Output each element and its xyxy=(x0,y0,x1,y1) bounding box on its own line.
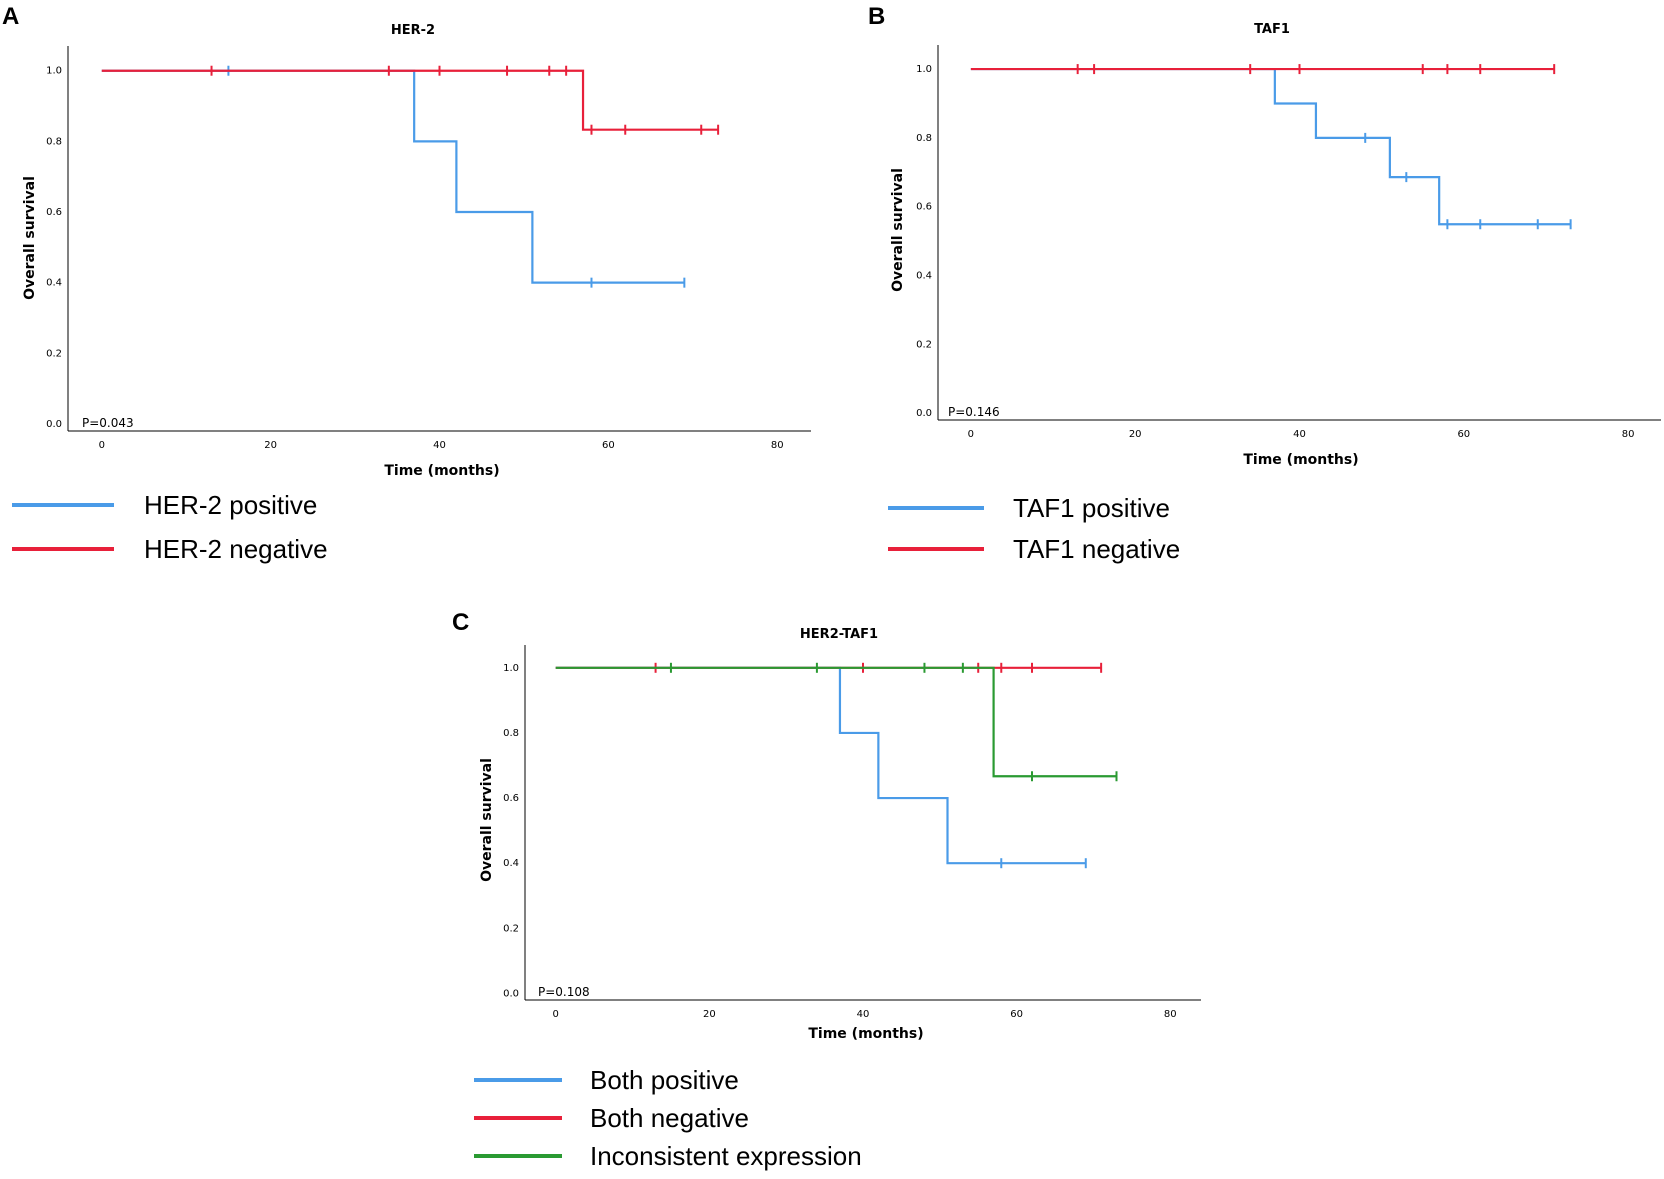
y-tick-label: 0.0 xyxy=(916,408,932,419)
legend-label: Both negative xyxy=(590,1103,749,1133)
y-tick-label: 0.8 xyxy=(46,136,62,147)
legend-label: HER-2 negative xyxy=(144,534,328,564)
x-tick-label: 80 xyxy=(1164,1009,1177,1020)
y-tick-label: 1.0 xyxy=(46,66,62,77)
y-axis-label: Overall survival xyxy=(890,168,906,292)
x-tick-label: 20 xyxy=(1129,429,1142,440)
x-tick-label: 80 xyxy=(1622,429,1635,440)
y-tick-label: 1.0 xyxy=(503,663,519,674)
x-tick-label: 60 xyxy=(602,440,615,451)
y-tick-label: 0.2 xyxy=(916,339,932,350)
chart-title: TAF1 xyxy=(1254,22,1290,37)
x-tick-label: 0 xyxy=(968,429,974,440)
x-ticks: 0 20 40 60 80 xyxy=(968,429,1635,440)
legend-label: TAF1 negative xyxy=(1013,534,1180,564)
x-ticks: 0 20 40 60 80 xyxy=(99,440,784,451)
chart-title: HER2-TAF1 xyxy=(800,627,878,642)
series-layer xyxy=(970,64,1572,230)
p-value: P=0.146 xyxy=(948,405,1000,419)
legend-label: TAF1 positive xyxy=(1013,493,1170,523)
x-tick-label: 60 xyxy=(1010,1009,1023,1020)
survival-curve-1 xyxy=(970,67,1571,226)
x-axis-label: Time (months) xyxy=(384,463,499,479)
x-tick-label: 40 xyxy=(433,440,446,451)
y-axis-label: Overall survival xyxy=(479,758,495,882)
x-tick-label: 40 xyxy=(1293,429,1306,440)
y-tick-label: 0.4 xyxy=(916,271,932,282)
y-tick-label: 0.8 xyxy=(503,728,519,739)
x-tick-label: 60 xyxy=(1457,429,1470,440)
panel-label: A xyxy=(2,3,19,30)
panel-label: C xyxy=(452,609,469,636)
chart-panel-b: B TAF1 0.0 0.2 0.4 0.6 0.8 1.0 0 20 40 60 80 P=0.… xyxy=(868,3,1661,468)
panel-label: B xyxy=(868,3,885,30)
y-tick-label: 0.4 xyxy=(46,278,62,289)
y-ticks: 0.0 0.2 0.4 0.6 0.8 1.0 xyxy=(46,66,62,430)
x-tick-label: 40 xyxy=(857,1009,870,1020)
y-tick-label: 0.6 xyxy=(503,793,519,804)
y-tick-label: 0.2 xyxy=(503,923,519,934)
x-tick-label: 0 xyxy=(553,1009,559,1020)
legend-label: Inconsistent expression xyxy=(590,1141,862,1171)
y-tick-label: 1.0 xyxy=(916,64,932,75)
p-value: P=0.108 xyxy=(538,985,590,999)
survival-curve-1 xyxy=(101,69,685,284)
legend-panel-c: Both positive Both negative Inconsistent e… xyxy=(474,1065,862,1171)
x-tick-label: 0 xyxy=(99,440,105,451)
y-axis-label: Overall survival xyxy=(22,176,38,300)
chart-panel-c: C HER2-TAF1 0.0 0.2 0.4 0.6 0.8 1.0 0 20 40 60 80… xyxy=(452,609,1201,1042)
x-tick-label: 20 xyxy=(264,440,277,451)
y-tick-label: 0.4 xyxy=(503,858,519,869)
x-tick-label: 80 xyxy=(771,440,784,451)
legend-panel-a: HER-2 positive HER-2 negative xyxy=(12,490,328,564)
x-axis-label: Time (months) xyxy=(808,1026,923,1042)
p-value: P=0.043 xyxy=(82,416,134,430)
survival-curve-3 xyxy=(555,666,1117,778)
chart-panel-a: A HER-2 0.0 0.2 0.4 0.6 0.8 1.0 0 20 40 60 80 P=0… xyxy=(2,3,811,479)
y-tick-label: 0.0 xyxy=(503,988,519,999)
survival-curve-1 xyxy=(555,666,1086,865)
x-axis-label: Time (months) xyxy=(1243,452,1358,468)
series-layer xyxy=(555,662,1118,869)
y-tick-label: 0.8 xyxy=(916,133,932,144)
y-tick-label: 0.6 xyxy=(916,202,932,213)
y-tick-label: 0.0 xyxy=(46,419,62,430)
x-ticks: 0 20 40 60 80 xyxy=(553,1009,1177,1020)
y-tick-label: 0.2 xyxy=(46,348,62,359)
y-ticks: 0.0 0.2 0.4 0.6 0.8 1.0 xyxy=(503,663,519,1000)
chart-title: HER-2 xyxy=(391,23,435,38)
y-ticks: 0.0 0.2 0.4 0.6 0.8 1.0 xyxy=(916,64,932,419)
y-tick-label: 0.6 xyxy=(46,207,62,218)
legend-label: HER-2 positive xyxy=(144,490,317,520)
legend-label: Both positive xyxy=(590,1065,739,1095)
legend-panel-b: TAF1 positive TAF1 negative xyxy=(888,493,1180,564)
x-tick-label: 20 xyxy=(703,1009,716,1020)
survival-curve-2 xyxy=(101,69,719,131)
series-layer xyxy=(101,65,720,288)
